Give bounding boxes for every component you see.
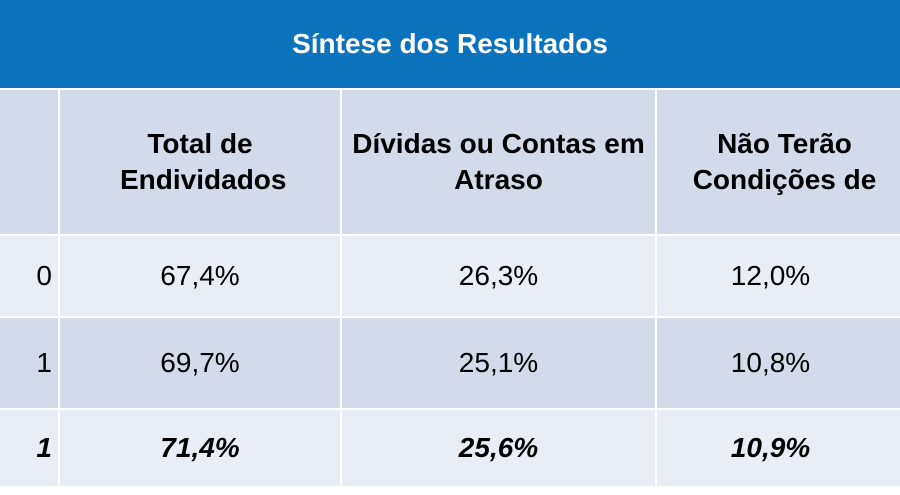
header-cell: Não Terão Condições de (657, 90, 900, 234)
header-cell: Total de Endividados (60, 90, 340, 234)
data-cell: 26,3% (342, 236, 655, 316)
header-row: Total de Endividados Dívidas ou Contas e… (0, 90, 900, 234)
data-cell: 71,4% (60, 410, 340, 486)
data-cell: 25,6% (342, 410, 655, 486)
data-row: 1 69,7% 25,1% 10,8% (0, 318, 900, 408)
header-cell (0, 90, 58, 234)
row-label: 1 (0, 410, 58, 486)
data-row: 1 71,4% 25,6% 10,9% (0, 410, 900, 486)
data-cell: 25,1% (342, 318, 655, 408)
header-cell: Dívidas ou Contas em Atraso (342, 90, 655, 234)
row-label: 0 (0, 236, 58, 316)
table-title: Síntese dos Resultados (0, 0, 900, 88)
data-cell: 10,8% (657, 318, 900, 408)
data-cell: 67,4% (60, 236, 340, 316)
data-cell: 69,7% (60, 318, 340, 408)
data-cell: 12,0% (657, 236, 900, 316)
data-row: 0 67,4% 26,3% 12,0% (0, 236, 900, 316)
results-table: Total de Endividados Dívidas ou Contas e… (0, 88, 900, 488)
data-cell: 10,9% (657, 410, 900, 486)
row-label: 1 (0, 318, 58, 408)
